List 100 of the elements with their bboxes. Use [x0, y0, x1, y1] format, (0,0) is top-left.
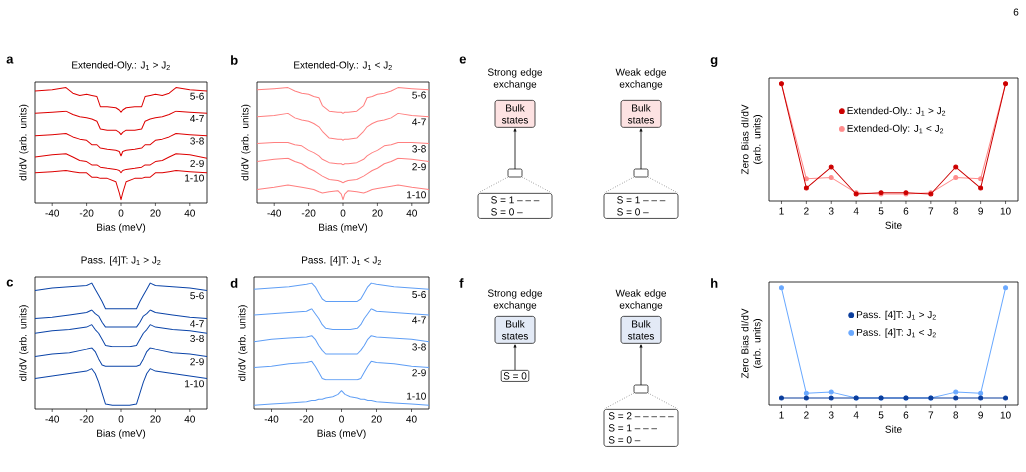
y-axis-title: dI/dV (arb. units)	[241, 104, 251, 181]
x-tick-label: -20	[299, 415, 314, 423]
x-tick-label: 0	[118, 415, 124, 423]
text: S = 0	[503, 372, 527, 380]
x-tick-label: -20	[79, 209, 94, 217]
legend-label: Extended-Oly.: J$_{1}$ > J$_{2}$	[847, 106, 946, 117]
text: Bulk states	[627, 320, 654, 340]
series-label: 5-6	[190, 92, 204, 100]
x-tick-label: 10	[1000, 411, 1011, 419]
text: a	[6, 56, 14, 64]
text: g	[710, 57, 718, 67]
series-label: 1-10	[407, 191, 426, 199]
series-label: 3-8	[190, 334, 204, 342]
x-tick-label: 10	[1000, 207, 1011, 215]
y-axis-title: Zero Bias dI/dV (arb. units)	[741, 308, 763, 379]
series-label: 5-6	[412, 91, 426, 99]
x-tick-label: 40	[406, 209, 417, 217]
x-axis-title: Site	[885, 221, 902, 229]
chart-title: Pass. [4]T: J$_{1}$ > J$_{2}$	[81, 256, 161, 266]
legend-label: Pass. [4]T: J$_{1}$ > J$_{2}$	[856, 310, 936, 321]
x-tick-label: 6	[903, 207, 909, 215]
series-label: 5-6	[412, 290, 426, 298]
x-tick-label: 5	[878, 411, 884, 419]
text: Strong edge exchange	[487, 289, 543, 311]
x-tick-label: 3	[828, 411, 834, 419]
y-axis-title: dI/dV (arb. units)	[19, 305, 29, 381]
x-tick-label: 40	[184, 209, 195, 217]
x-tick-label: 2	[804, 207, 809, 215]
series-label: 2-9	[190, 159, 204, 167]
x-tick-label: 20	[372, 209, 383, 217]
x-tick-label: 8	[953, 207, 959, 215]
x-tick-label: -40	[267, 209, 282, 217]
x-tick-label: 8	[953, 411, 959, 419]
text: Bulk states	[501, 104, 528, 124]
x-tick-label: 4	[853, 207, 859, 215]
x-tick-label: 9	[978, 411, 983, 419]
series-label: 3-8	[412, 343, 426, 351]
series-label: 1-10	[407, 392, 426, 400]
text: Weak edge exchange	[615, 289, 667, 311]
series-label: 2-9	[190, 358, 204, 366]
y-axis-title: dI/dV (arb. units)	[19, 104, 29, 181]
y-axis-title: dI/dV (arb. units)	[238, 305, 248, 381]
series-label: 1-10	[185, 174, 204, 182]
x-tick-label: 0	[118, 209, 124, 217]
x-tick-label: 3	[828, 207, 834, 215]
x-axis-title: Bias (meV)	[317, 429, 366, 439]
x-tick-label: 0	[340, 209, 346, 217]
x-tick-label: -20	[79, 415, 94, 423]
text: S = 1 – – –	[617, 196, 666, 204]
x-tick-label: 5	[878, 207, 884, 215]
series-label: 2-9	[412, 163, 426, 171]
x-tick-label: -40	[45, 209, 60, 217]
series-label: 4-7	[412, 118, 426, 126]
x-axis-title: Bias (meV)	[97, 223, 146, 233]
text: S = 1 – – –	[491, 196, 540, 204]
x-tick-label: -40	[45, 415, 60, 423]
text: d	[230, 278, 238, 288]
text: S = 0 –	[608, 436, 641, 444]
series-label: 1-10	[185, 380, 204, 388]
x-tick-label: 20	[150, 209, 161, 217]
legend-label: Pass. [4]T: J$_{1}$ < J$_{2}$	[856, 328, 936, 338]
x-tick-label: 20	[150, 415, 161, 423]
x-axis-title: Site	[885, 425, 902, 433]
series-label: 2-9	[412, 369, 426, 377]
series-label: 3-8	[190, 137, 204, 145]
text: S = 2 – – – – –	[608, 412, 674, 420]
x-tick-label: 2	[804, 411, 809, 419]
x-tick-label: 6	[903, 411, 909, 419]
x-tick-label: 40	[406, 415, 417, 423]
x-tick-label: 1	[779, 207, 784, 215]
chart-title: Extended-Oly.: J$_{1}$ > J$_{2}$	[72, 61, 170, 71]
series-label: 4-7	[412, 316, 426, 324]
chart-title: Extended-Oly.: J$_{1}$ < J$_{2}$	[294, 61, 392, 71]
text: Strong edge exchange	[487, 68, 543, 90]
text: S = 0 –	[617, 208, 649, 216]
text: b	[231, 55, 238, 65]
series-label: 5-6	[190, 292, 204, 300]
text: Bulk states	[627, 104, 654, 124]
chart-title: Pass. [4]T: J$_{1}$ < J$_{2}$	[302, 256, 381, 266]
x-tick-label: 7	[928, 411, 934, 419]
text: 6	[1013, 8, 1019, 16]
x-tick-label: -40	[264, 415, 279, 423]
x-tick-label: 9	[978, 207, 983, 215]
text: c	[6, 279, 14, 287]
x-tick-label: 4	[853, 411, 859, 419]
x-axis-title: Bias (meV)	[319, 223, 368, 233]
x-tick-label: 40	[184, 415, 195, 423]
text: S = 0 –	[491, 208, 523, 216]
x-tick-label: 7	[928, 207, 934, 215]
text: e	[459, 56, 466, 64]
x-tick-label: 20	[371, 415, 382, 423]
text: h	[711, 278, 718, 288]
x-tick-label: 0	[339, 415, 344, 423]
text: Bulk states	[501, 320, 528, 340]
series-label: 3-8	[412, 145, 426, 153]
x-tick-label: 1	[779, 411, 784, 419]
series-label: 4-7	[190, 115, 204, 122]
text: S = 1 – – –	[608, 424, 657, 432]
text: Weak edge exchange	[615, 68, 667, 90]
text: f	[459, 278, 464, 288]
